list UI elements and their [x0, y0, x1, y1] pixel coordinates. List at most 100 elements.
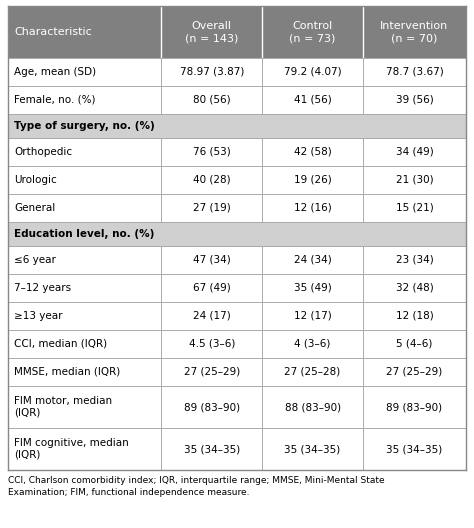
Text: 15 (21): 15 (21) — [396, 203, 433, 213]
Bar — [262, 246, 363, 274]
Bar — [8, 428, 162, 470]
Bar — [363, 358, 466, 386]
Bar — [162, 246, 262, 274]
Bar — [8, 194, 162, 222]
Text: 79.2 (4.07): 79.2 (4.07) — [284, 67, 341, 77]
Text: Characteristic: Characteristic — [14, 27, 92, 37]
Bar — [363, 6, 466, 58]
Bar — [162, 358, 262, 386]
Text: 7–12 years: 7–12 years — [14, 283, 71, 293]
Bar — [262, 138, 363, 166]
Bar — [262, 166, 363, 194]
Text: 24 (17): 24 (17) — [193, 311, 231, 321]
Text: 12 (17): 12 (17) — [294, 311, 331, 321]
Bar — [262, 302, 363, 330]
Text: 89 (83–90): 89 (83–90) — [386, 402, 443, 412]
Text: Female, no. (%): Female, no. (%) — [14, 95, 95, 105]
Bar — [162, 428, 262, 470]
Text: 12 (16): 12 (16) — [294, 203, 331, 213]
Bar — [262, 386, 363, 428]
Bar — [8, 222, 466, 246]
Text: Urologic: Urologic — [14, 175, 57, 185]
Bar — [262, 86, 363, 114]
Text: 21 (30): 21 (30) — [396, 175, 433, 185]
Text: 35 (49): 35 (49) — [294, 283, 331, 293]
Text: 27 (25–28): 27 (25–28) — [284, 367, 341, 377]
Text: 27 (25–29): 27 (25–29) — [184, 367, 240, 377]
Text: 27 (25–29): 27 (25–29) — [386, 367, 443, 377]
Text: 89 (83–90): 89 (83–90) — [184, 402, 240, 412]
Text: 78.97 (3.87): 78.97 (3.87) — [180, 67, 244, 77]
Bar — [363, 166, 466, 194]
Bar — [162, 138, 262, 166]
Text: Type of surgery, no. (%): Type of surgery, no. (%) — [14, 121, 155, 131]
Bar — [8, 246, 162, 274]
Text: 32 (48): 32 (48) — [396, 283, 433, 293]
Bar — [262, 58, 363, 86]
Bar — [262, 194, 363, 222]
Text: Orthopedic: Orthopedic — [14, 147, 72, 157]
Text: 42 (58): 42 (58) — [294, 147, 331, 157]
Bar — [162, 58, 262, 86]
Bar — [162, 194, 262, 222]
Text: 80 (56): 80 (56) — [193, 95, 231, 105]
Bar — [8, 302, 162, 330]
Bar — [363, 428, 466, 470]
Bar — [262, 330, 363, 358]
Bar — [363, 86, 466, 114]
Bar — [162, 6, 262, 58]
Text: FIM motor, median
(IQR): FIM motor, median (IQR) — [14, 396, 112, 418]
Bar — [262, 428, 363, 470]
Bar — [162, 330, 262, 358]
Text: ≤6 year: ≤6 year — [14, 255, 56, 265]
Bar — [8, 6, 162, 58]
Bar — [8, 58, 162, 86]
Text: CCI, median (IQR): CCI, median (IQR) — [14, 339, 107, 349]
Bar — [363, 330, 466, 358]
Bar — [8, 386, 162, 428]
Bar — [162, 166, 262, 194]
Text: 39 (56): 39 (56) — [396, 95, 433, 105]
Text: 4.5 (3–6): 4.5 (3–6) — [189, 339, 235, 349]
Bar — [363, 386, 466, 428]
Text: CCI, Charlson comorbidity index; IQR, interquartile range; MMSE, Mini-Mental Sta: CCI, Charlson comorbidity index; IQR, in… — [8, 476, 384, 497]
Text: 47 (34): 47 (34) — [193, 255, 231, 265]
Text: 19 (26): 19 (26) — [294, 175, 331, 185]
Bar — [8, 86, 162, 114]
Text: 5 (4–6): 5 (4–6) — [396, 339, 433, 349]
Text: MMSE, median (IQR): MMSE, median (IQR) — [14, 367, 120, 377]
Bar — [8, 138, 162, 166]
Bar — [162, 302, 262, 330]
Bar — [162, 274, 262, 302]
Text: 41 (56): 41 (56) — [294, 95, 331, 105]
Text: 35 (34–35): 35 (34–35) — [386, 444, 443, 454]
Bar — [8, 114, 466, 138]
Bar — [363, 274, 466, 302]
Text: ≥13 year: ≥13 year — [14, 311, 63, 321]
Text: 23 (34): 23 (34) — [396, 255, 433, 265]
Text: 24 (34): 24 (34) — [294, 255, 331, 265]
Text: 12 (18): 12 (18) — [396, 311, 433, 321]
Text: 40 (28): 40 (28) — [193, 175, 231, 185]
Text: Intervention
(n = 70): Intervention (n = 70) — [380, 21, 448, 43]
Bar — [8, 274, 162, 302]
Bar — [363, 194, 466, 222]
Text: 76 (53): 76 (53) — [193, 147, 231, 157]
Text: Education level, no. (%): Education level, no. (%) — [14, 229, 155, 239]
Bar — [162, 386, 262, 428]
Text: Overall
(n = 143): Overall (n = 143) — [185, 21, 238, 43]
Text: 88 (83–90): 88 (83–90) — [284, 402, 341, 412]
Bar — [8, 330, 162, 358]
Text: General: General — [14, 203, 55, 213]
Bar — [262, 274, 363, 302]
Bar — [8, 166, 162, 194]
Text: 35 (34–35): 35 (34–35) — [184, 444, 240, 454]
Text: 4 (3–6): 4 (3–6) — [294, 339, 331, 349]
Bar — [162, 86, 262, 114]
Bar — [363, 246, 466, 274]
Bar — [8, 358, 162, 386]
Text: 78.7 (3.67): 78.7 (3.67) — [386, 67, 443, 77]
Bar — [363, 138, 466, 166]
Bar — [363, 302, 466, 330]
Text: 27 (19): 27 (19) — [193, 203, 231, 213]
